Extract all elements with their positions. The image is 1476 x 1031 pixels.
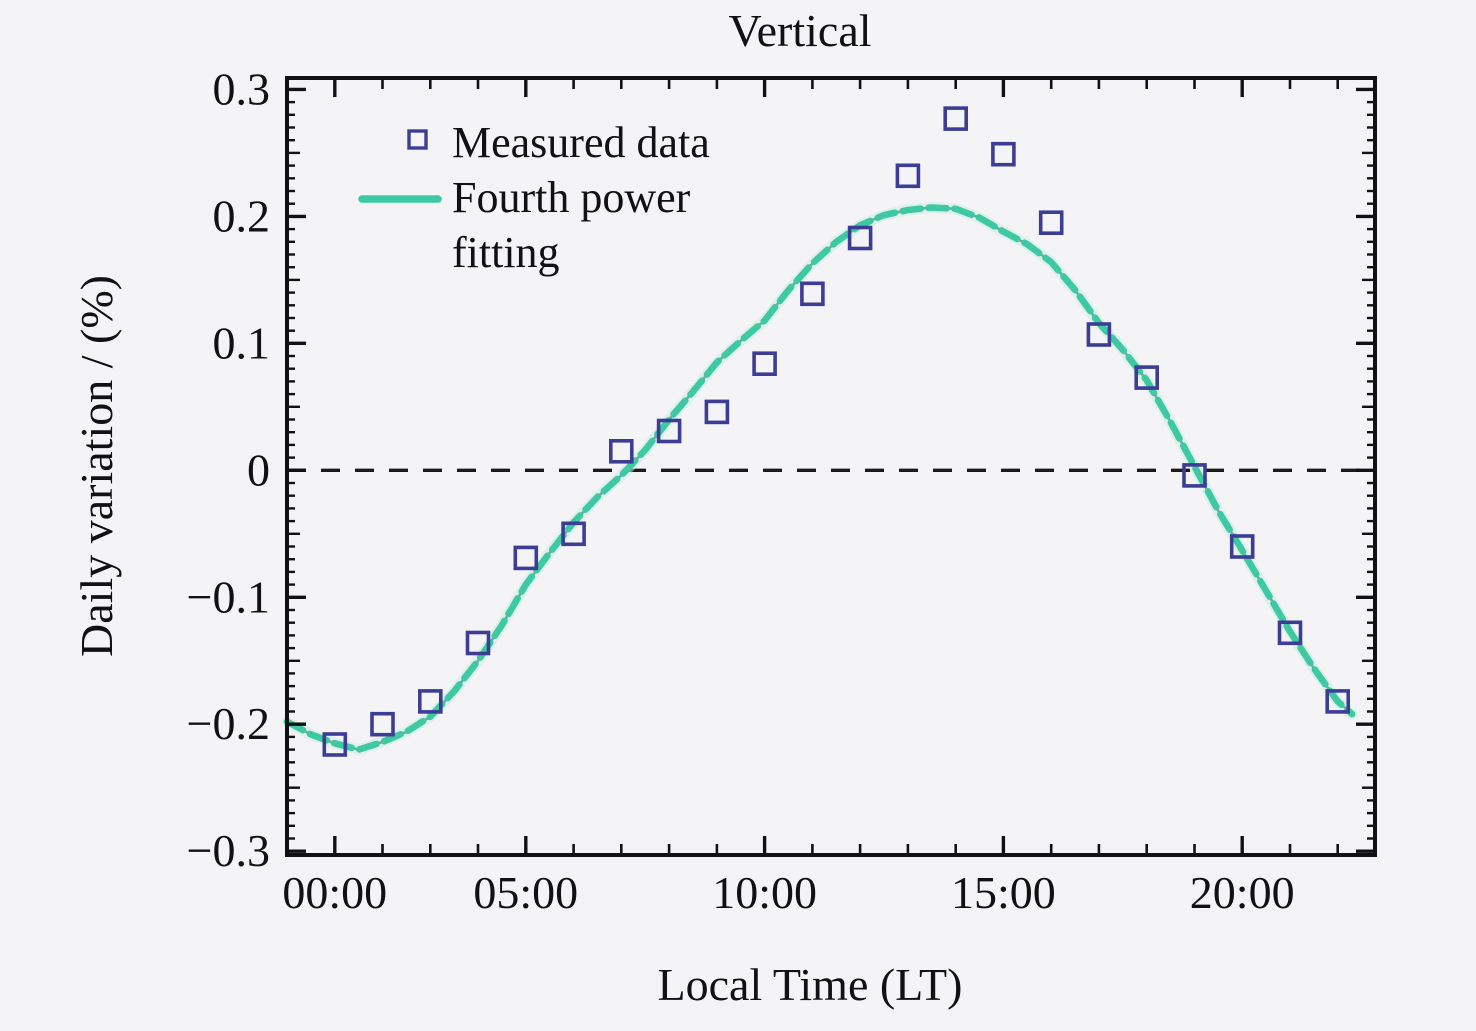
data-point-marker [847,225,873,251]
y-tick-label: −0.3 [187,825,270,876]
data-point-marker [656,418,682,444]
x-axis-tick-labels: 00:00 05:00 10:00 15:00 20:00 [282,867,1294,918]
y-tick-label: 0.1 [213,317,271,368]
data-point-marker [1182,463,1207,488]
legend-fit-label-line2: fitting [452,228,560,277]
data-point-marker [800,281,825,307]
data-point-marker [1229,534,1255,559]
data-point-marker [895,163,921,189]
x-tick-label: 10:00 [712,867,817,918]
data-point-marker [417,689,443,714]
data-point-marker [608,438,634,464]
data-point-marker [1134,365,1159,390]
x-tick-label: 20:00 [1190,867,1295,918]
data-point-marker [1038,210,1064,235]
x-tick-label: 05:00 [473,867,578,918]
y-axis-title: Daily variation / (%) [71,275,122,657]
legend-measured-marker-icon [407,129,428,150]
fit-curve [281,202,1358,756]
fit-curve-halo [281,202,1358,756]
y-tick-label: −0.2 [187,698,270,749]
x-tick-label: 00:00 [282,867,387,918]
data-point-marker [1325,689,1350,714]
legend-fit-label-line1: Fourth power [452,173,691,222]
data-point-marker [465,630,491,656]
x-axis-ticks [333,80,1339,853]
data-point-marker [943,106,969,131]
data-point-marker [1086,322,1112,347]
chart-title: Vertical [728,5,871,56]
data-point-marker [370,711,395,737]
legend-measured-label: Measured data [452,118,710,167]
y-tick-label: 0.2 [213,190,271,241]
plot-border [285,76,1377,857]
legend: Measured data Fourth power fitting [358,118,710,277]
fit-curve-line [283,204,1356,753]
data-point-marker [752,351,777,377]
data-point-marker [322,732,348,757]
y-axis-tick-labels: 0.3 0.2 0.1 0 −0.1 −0.2 −0.3 [187,63,270,876]
y-tick-label: 0.3 [213,63,271,114]
x-axis-title: Local Time (LT) [658,959,963,1010]
y-axis-ticks [289,87,1373,853]
data-point-marker [513,545,539,571]
data-point-marker [561,521,586,547]
data-point-marker [704,399,730,425]
y-tick-label: 0 [247,444,270,495]
data-point-marker [991,141,1016,167]
y-tick-label: −0.1 [187,571,270,622]
fit-curve-core [285,206,1354,751]
measured-data-points [322,106,1350,757]
data-point-marker [1277,620,1303,646]
x-tick-label: 15:00 [951,867,1056,918]
